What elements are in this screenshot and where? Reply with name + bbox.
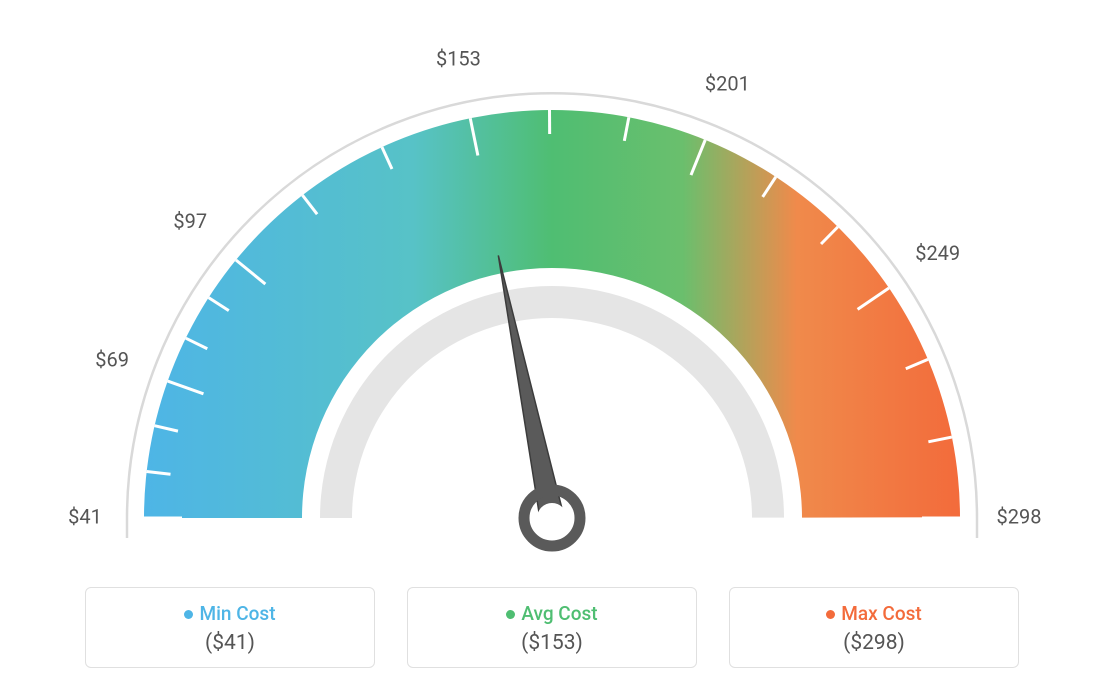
svg-text:$201: $201 xyxy=(705,71,750,95)
legend-dot-avg xyxy=(506,610,515,619)
svg-text:$41: $41 xyxy=(68,504,102,528)
legend-value-avg: ($153) xyxy=(416,631,688,655)
svg-text:$153: $153 xyxy=(436,47,481,71)
gauge-svg: $41 $69 $97 $153 $201 $249 $298 xyxy=(22,8,1082,568)
legend-value-max: ($298) xyxy=(738,631,1010,655)
legend-card-avg: Avg Cost ($153) xyxy=(407,587,697,668)
svg-text:$298: $298 xyxy=(997,504,1042,528)
legend-title-min: Min Cost xyxy=(94,602,366,625)
legend-title-max: Max Cost xyxy=(738,602,1010,625)
legend-row: Min Cost ($41) Avg Cost ($153) Max Cost … xyxy=(0,587,1104,668)
legend-dot-max xyxy=(826,610,835,619)
legend-dot-min xyxy=(184,610,193,619)
legend-card-max: Max Cost ($298) xyxy=(729,587,1019,668)
legend-label-min: Min Cost xyxy=(199,602,275,625)
legend-label-avg: Avg Cost xyxy=(521,602,597,625)
legend-title-avg: Avg Cost xyxy=(416,602,688,625)
legend-value-min: ($41) xyxy=(94,631,366,655)
svg-text:$69: $69 xyxy=(95,348,129,372)
svg-text:$97: $97 xyxy=(173,209,207,233)
legend-card-min: Min Cost ($41) xyxy=(85,587,375,668)
legend-label-max: Max Cost xyxy=(841,602,921,625)
gauge-area: $41 $69 $97 $153 $201 $249 $298 xyxy=(0,0,1104,560)
svg-text:$249: $249 xyxy=(915,241,960,265)
cost-gauge-chart: $41 $69 $97 $153 $201 $249 $298 Min Cost ($41)… xyxy=(0,0,1104,690)
